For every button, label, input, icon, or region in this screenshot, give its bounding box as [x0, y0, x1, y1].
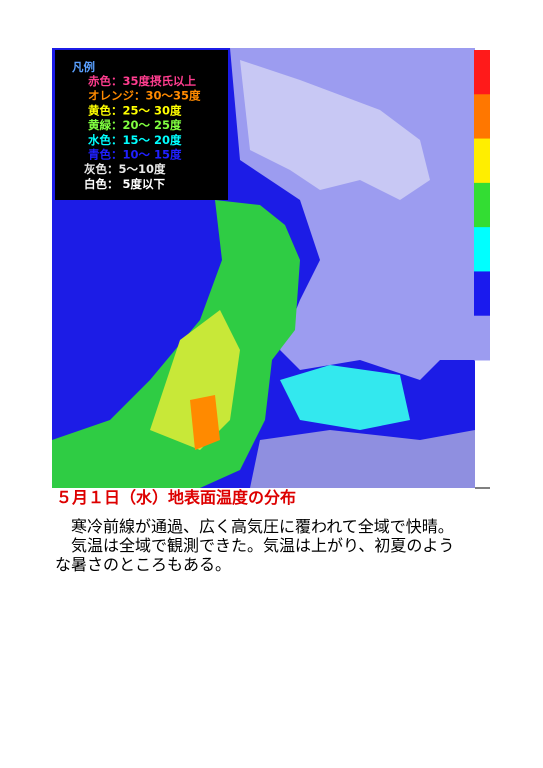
legend-item: 赤色：35度摂氏以上: [88, 74, 197, 88]
colorbar: [474, 50, 490, 361]
legend-item: 黄色：25〜 30度: [88, 103, 182, 117]
land-warm: [150, 310, 240, 450]
land-hot: [190, 395, 220, 450]
legend-title: 凡例: [72, 60, 95, 74]
paragraph: 寒冷前線が通過、広く高気圧に覆われて全域で快晴。: [71, 517, 454, 536]
legend-item: 水色：15〜 20度: [88, 133, 182, 147]
legend-item: 白色： 5度以下: [84, 177, 166, 191]
land: [52, 200, 300, 488]
legend-item: 灰色：5〜10度: [84, 162, 166, 176]
legend-item: 黄緑：20〜 25度: [88, 118, 182, 132]
hokkaido: [240, 60, 430, 200]
legend-item: 青色：10〜 15度: [88, 148, 182, 162]
colorbar-segment: [474, 315, 490, 361]
colorbar-segment: [474, 50, 490, 95]
paragraph: 気温は全域で観測できた。気温は上がり、初夏のような暑さのところもある。: [55, 536, 455, 574]
colorbar-segment: [474, 182, 490, 228]
caption-title: ５月１日（水）地表面温度の分布: [56, 488, 297, 507]
legend-box: [55, 50, 228, 200]
colorbar-segment: [474, 94, 490, 140]
colorbar-segment: [474, 271, 490, 317]
cloud-south: [250, 430, 475, 488]
warm-sea: [280, 365, 410, 430]
colorbar-segment: [474, 138, 490, 184]
legend-item: オレンジ：30〜35度: [88, 89, 201, 103]
colorbar-segment: [474, 227, 490, 272]
